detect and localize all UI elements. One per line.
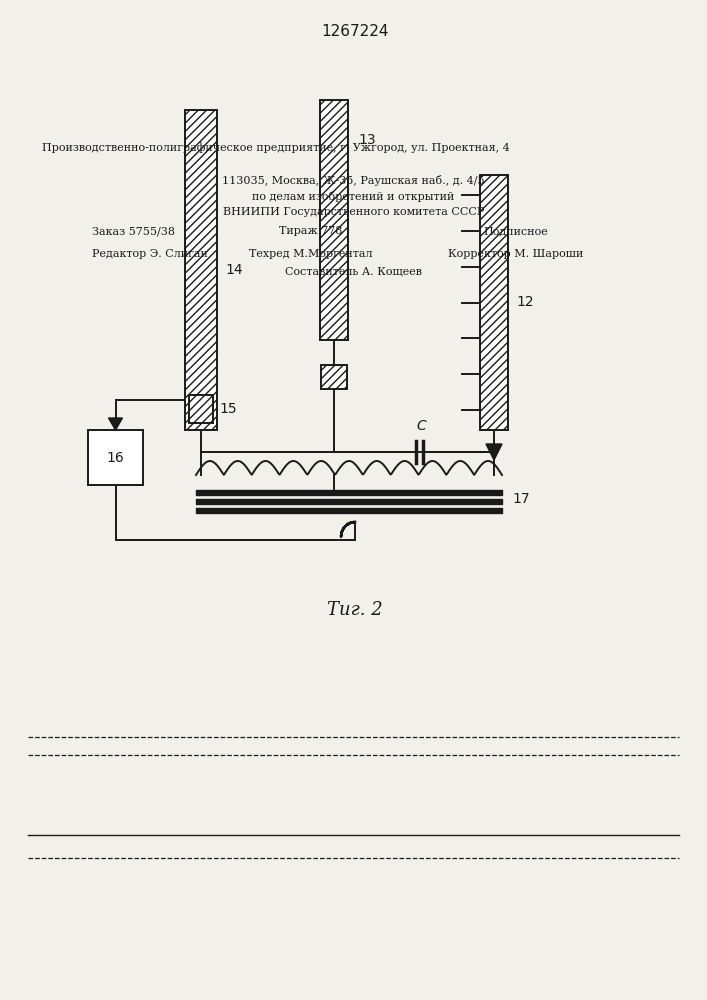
Text: 17: 17: [512, 492, 530, 506]
Text: 12: 12: [516, 296, 534, 310]
Text: Составитель А. Кощеев: Составитель А. Кощеев: [285, 267, 422, 277]
Bar: [185, 110, 217, 430]
Bar: [88, 430, 143, 485]
Bar: [321, 365, 347, 389]
Text: 14: 14: [225, 263, 243, 277]
Bar: [480, 175, 508, 430]
Bar: [480, 175, 508, 430]
Text: Заказ 5755/38: Заказ 5755/38: [92, 226, 175, 236]
Text: 13: 13: [358, 133, 375, 147]
Polygon shape: [108, 418, 122, 430]
Text: Корректор М. Шароши: Корректор М. Шароши: [448, 249, 584, 259]
Text: Производственно-полиграфическое предприятие, г. Ужгород, ул. Проектная, 4: Производственно-полиграфическое предприя…: [42, 143, 510, 153]
Text: по делам изобретений и открытий: по делам изобретений и открытий: [252, 190, 455, 202]
Text: Тираж 778: Тираж 778: [279, 226, 343, 236]
Bar: [189, 395, 213, 423]
Text: ВНИИПИ Государственного комитета СССР: ВНИИПИ Государственного комитета СССР: [223, 207, 484, 217]
Bar: [320, 100, 348, 340]
Text: 16: 16: [107, 450, 124, 464]
Bar: [185, 110, 217, 430]
Text: C: C: [416, 419, 426, 433]
Text: 1267224: 1267224: [321, 24, 389, 39]
Text: Редактор Э. Слиган: Редактор Э. Слиган: [92, 249, 208, 259]
Bar: [321, 365, 347, 389]
Text: Подписное: Подписное: [484, 226, 549, 236]
Text: 113035, Москва, Ж-35, Раушская наб., д. 4/5: 113035, Москва, Ж-35, Раушская наб., д. …: [222, 174, 485, 186]
Polygon shape: [486, 444, 502, 460]
Text: Техред М.Моргентал: Техред М.Моргентал: [250, 249, 373, 259]
Text: Τиг. 2: Τиг. 2: [327, 601, 383, 619]
Bar: [320, 100, 348, 340]
Text: 15: 15: [219, 402, 237, 416]
